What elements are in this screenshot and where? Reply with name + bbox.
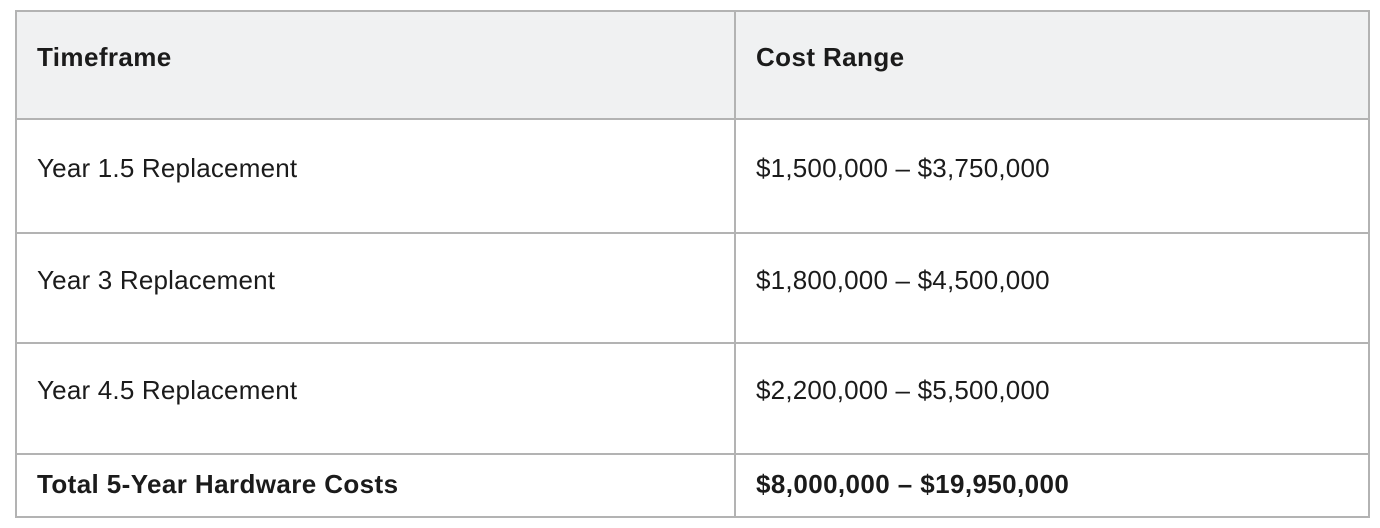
table-total-row: Total 5-Year Hardware Costs $8,000,000 –…: [17, 453, 1368, 516]
column-header-timeframe: Timeframe: [17, 12, 736, 118]
hardware-costs-table: Timeframe Cost Range Year 1.5 Replacemen…: [15, 10, 1370, 518]
table-row-year-3: Year 3 Replacement $1,800,000 – $4,500,0…: [17, 232, 1368, 342]
table-row-year-1-5: Year 1.5 Replacement $1,500,000 – $3,750…: [17, 118, 1368, 232]
cost-range-cell: $1,800,000 – $4,500,000: [756, 264, 1050, 295]
total-label-cell: Total 5-Year Hardware Costs: [17, 455, 736, 516]
cost-range-cell: $2,200,000 – $5,500,000: [756, 375, 1050, 406]
timeframe-cell: Year 4.5 Replacement: [17, 344, 736, 453]
cost-range-cell: $1,500,000 – $3,750,000: [756, 152, 1050, 183]
total-cost-range-cell: $8,000,000 – $19,950,000: [756, 468, 1070, 499]
timeframe-cell: Year 1.5 Replacement: [17, 120, 736, 232]
timeframe-cell: Year 3 Replacement: [17, 234, 736, 342]
column-header-cost-range: Cost Range: [756, 41, 905, 72]
table-row-year-4-5: Year 4.5 Replacement $2,200,000 – $5,500…: [17, 342, 1368, 453]
table-header-row: Timeframe Cost Range: [17, 12, 1368, 118]
